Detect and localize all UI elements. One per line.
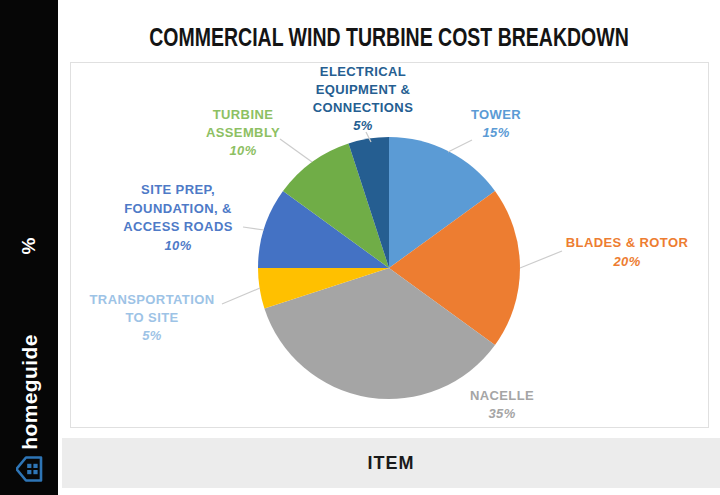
label-line: TO SITE: [77, 309, 227, 327]
label-pct: 10%: [173, 142, 313, 160]
label-transportation: TRANSPORTATION TO SITE 5%: [77, 291, 227, 345]
label-site-prep: SITE PREP, FOUNDATION, & ACCESS ROADS 10…: [93, 181, 263, 255]
label-line: ASSEMBLY: [173, 124, 313, 142]
label-pct: 35%: [442, 405, 562, 423]
label-turbine-assembly: TURBINE ASSEMBLY 10%: [173, 106, 313, 160]
label-pct: 10%: [93, 237, 263, 256]
label-pct: 15%: [446, 124, 546, 142]
label-line: BLADES & ROTOR: [547, 234, 707, 253]
label-blades-rotor: BLADES & ROTOR 20%: [547, 234, 707, 271]
label-line: EQUIPMENT &: [273, 81, 453, 99]
label-nacelle: NACELLE 35%: [442, 387, 562, 423]
pie-slices: [258, 137, 520, 399]
label-line: TRANSPORTATION: [77, 291, 227, 309]
label-line: ELECTRICAL: [273, 63, 453, 81]
x-axis-label: ITEM: [368, 453, 415, 473]
label-line: SITE PREP,: [93, 181, 263, 200]
label-line: ACCESS ROADS: [93, 218, 263, 237]
label-line: NACELLE: [442, 387, 562, 405]
label-line: FOUNDATION, &: [93, 200, 263, 219]
label-pct: 20%: [547, 253, 707, 272]
x-axis-bar: ITEM: [62, 438, 720, 488]
label-pct: 5%: [77, 327, 227, 345]
label-tower: TOWER 15%: [446, 106, 546, 142]
label-line: TOWER: [446, 106, 546, 124]
label-line: TURBINE: [173, 106, 313, 124]
leader-transportation: [222, 288, 260, 304]
